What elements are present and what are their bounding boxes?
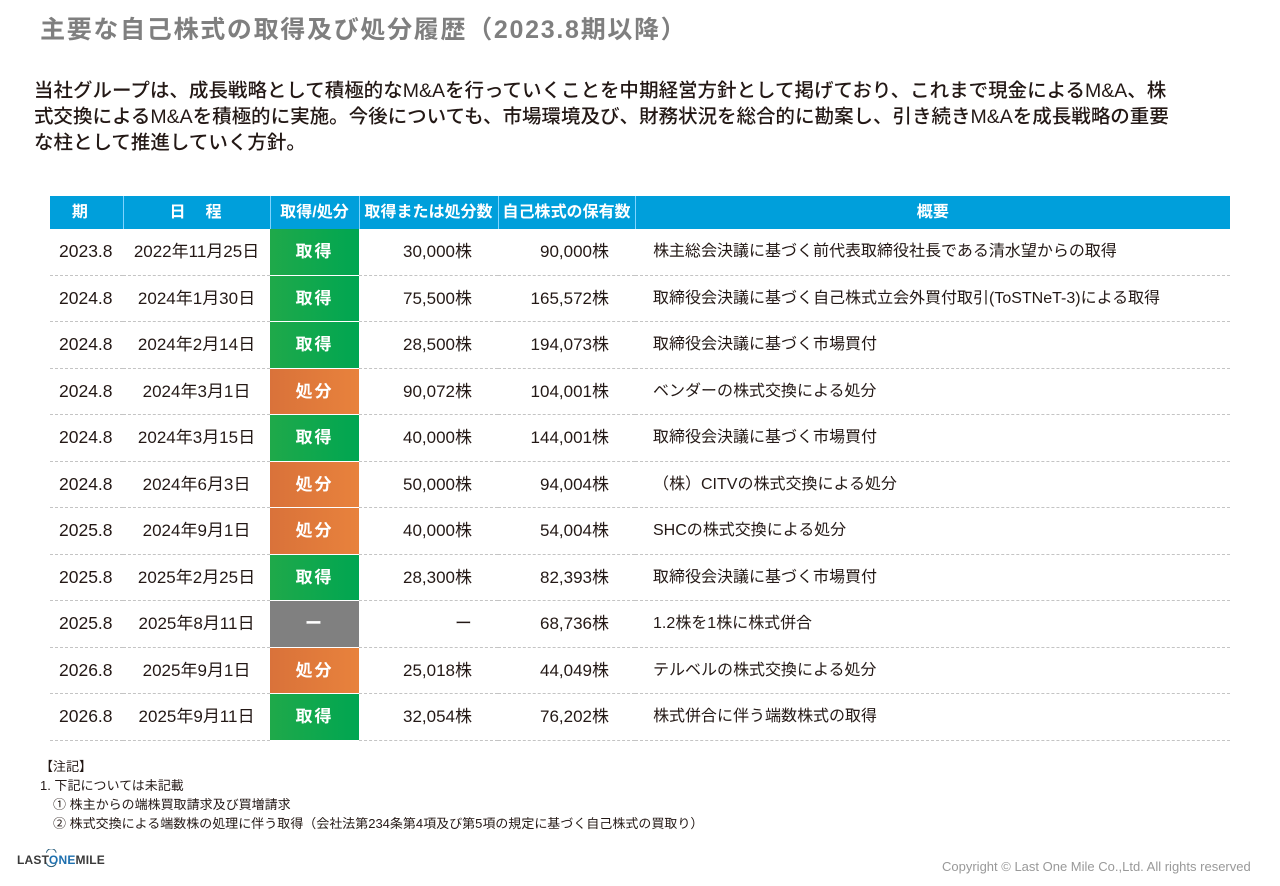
svg-text:LASTONEMILE: LASTONEMILE bbox=[17, 853, 105, 867]
